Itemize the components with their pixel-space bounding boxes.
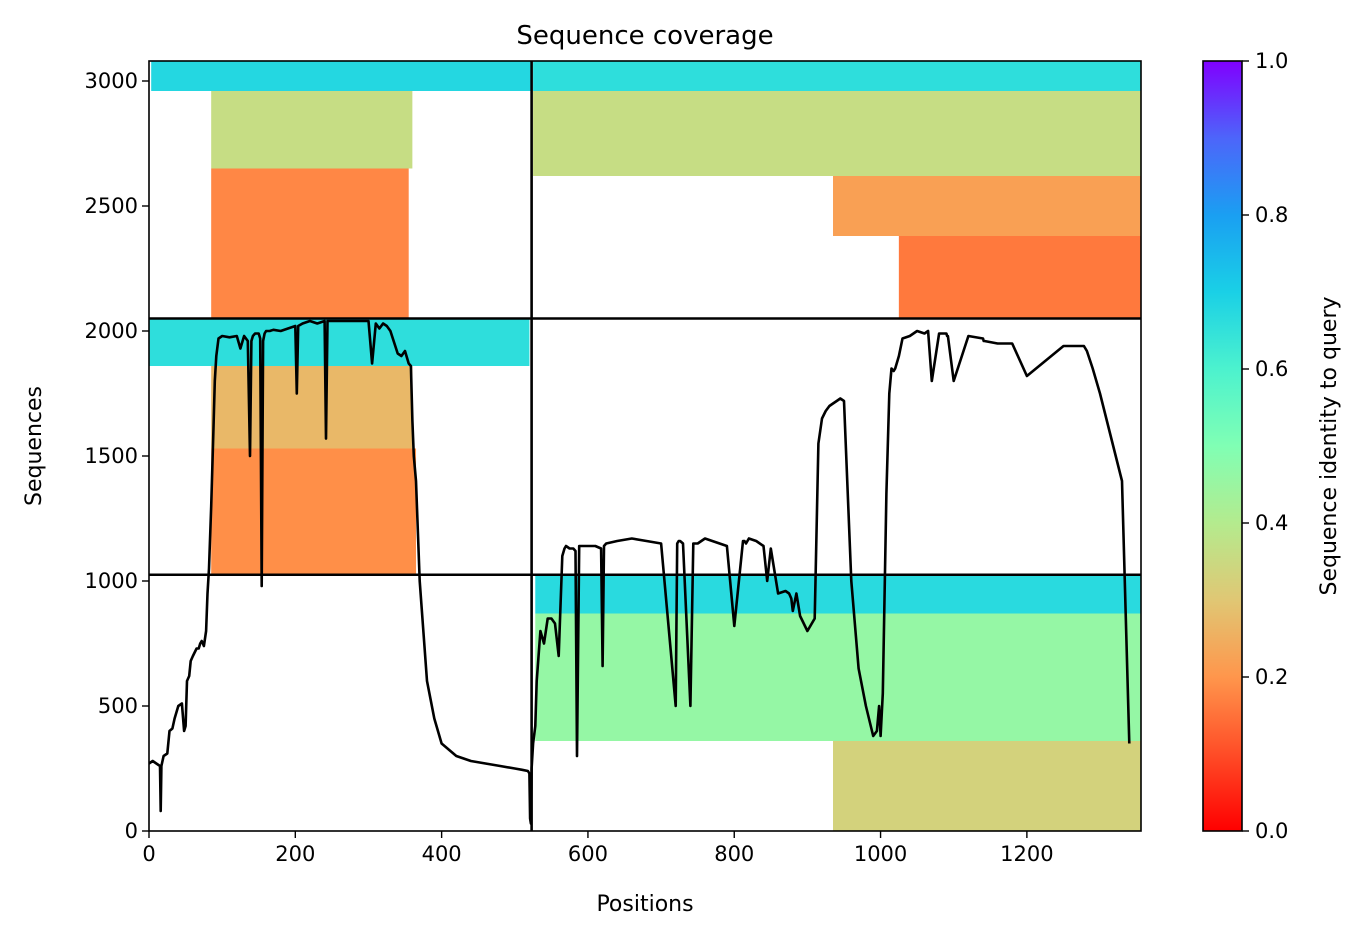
y-tick-label: 500	[98, 694, 138, 718]
x-tick-label: 800	[714, 842, 754, 866]
x-tick-label: 400	[422, 842, 462, 866]
y-tick-label: 1500	[85, 444, 138, 468]
coverage-block-f	[833, 176, 1141, 236]
coverage-block-l	[535, 613, 1141, 741]
x-tick-label: 600	[568, 842, 608, 866]
colorbar-label: Sequence identity to query	[1317, 296, 1342, 595]
colorbar-tick-label: 0.0	[1255, 819, 1288, 843]
coverage-line	[149, 319, 1131, 825]
coverage-block-m	[833, 741, 1141, 831]
colorbar	[1202, 60, 1243, 832]
y-tick-label: 2500	[85, 194, 138, 218]
colorbar-tick-label: 0.4	[1255, 511, 1288, 535]
coverage-block-c	[211, 168, 409, 319]
colorbar-tick-label: 0.2	[1255, 665, 1288, 689]
y-axis-label: Sequences	[22, 386, 47, 506]
x-tick-label: 0	[142, 842, 155, 866]
coverage-block-g	[898, 236, 1141, 319]
plot-frame	[148, 60, 1142, 832]
y-tick-label: 3000	[85, 69, 138, 93]
coverage-block-e	[533, 91, 1141, 176]
coverage-block-d	[533, 61, 1141, 91]
coverage-block-a	[151, 61, 532, 91]
coverage-block-i	[211, 366, 413, 449]
colorbar-tick-label: 0.8	[1255, 203, 1288, 227]
x-tick-label: 1000	[854, 842, 907, 866]
coverage-block-j	[211, 448, 417, 575]
x-tick-label: 1200	[1000, 842, 1053, 866]
coverage-block-b	[211, 91, 413, 169]
y-tick-label: 2000	[85, 319, 138, 343]
chart-title: Sequence coverage	[516, 21, 773, 51]
y-tick-label: 0	[125, 819, 138, 843]
colorbar-tick-label: 0.6	[1255, 357, 1288, 381]
x-axis-label: Positions	[596, 892, 693, 917]
coverage-block-k	[535, 574, 1141, 614]
coverage-block-h	[149, 318, 530, 366]
y-tick-label: 1000	[85, 569, 138, 593]
plot-area	[149, 61, 1141, 831]
x-tick-label: 200	[275, 842, 315, 866]
colorbar-tick-label: 1.0	[1255, 49, 1288, 73]
